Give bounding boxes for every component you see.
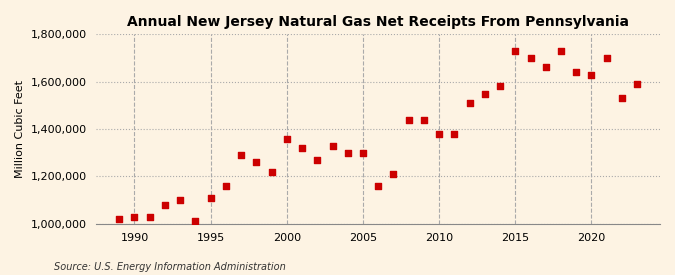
Point [327,144,338,148]
Text: Source: U.S. Energy Information Administration: Source: U.S. Energy Information Administ… [54,262,286,272]
Point [190,219,201,224]
Point [358,150,369,155]
Point [403,117,414,122]
Point [251,160,262,164]
Point [434,132,445,136]
Point [266,169,277,174]
Point [541,65,551,70]
Y-axis label: Million Cubic Feet: Million Cubic Feet [15,80,25,178]
Point [418,117,429,122]
Point [296,146,307,150]
Point [205,196,216,200]
Point [556,49,566,53]
Point [129,214,140,219]
Point [464,101,475,105]
Point [510,49,520,53]
Point [479,91,490,96]
Point [144,214,155,219]
Point [342,150,353,155]
Point [114,217,125,221]
Point [449,132,460,136]
Point [175,198,186,202]
Point [236,153,246,157]
Point [495,84,506,89]
Title: Annual New Jersey Natural Gas Net Receipts From Pennsylvania: Annual New Jersey Natural Gas Net Receip… [127,15,629,29]
Point [632,82,643,86]
Point [586,72,597,77]
Point [159,203,170,207]
Point [525,56,536,60]
Point [221,184,232,188]
Point [616,96,627,100]
Point [571,70,582,75]
Point [373,184,383,188]
Point [601,56,612,60]
Point [281,136,292,141]
Point [388,172,399,176]
Point [312,158,323,162]
